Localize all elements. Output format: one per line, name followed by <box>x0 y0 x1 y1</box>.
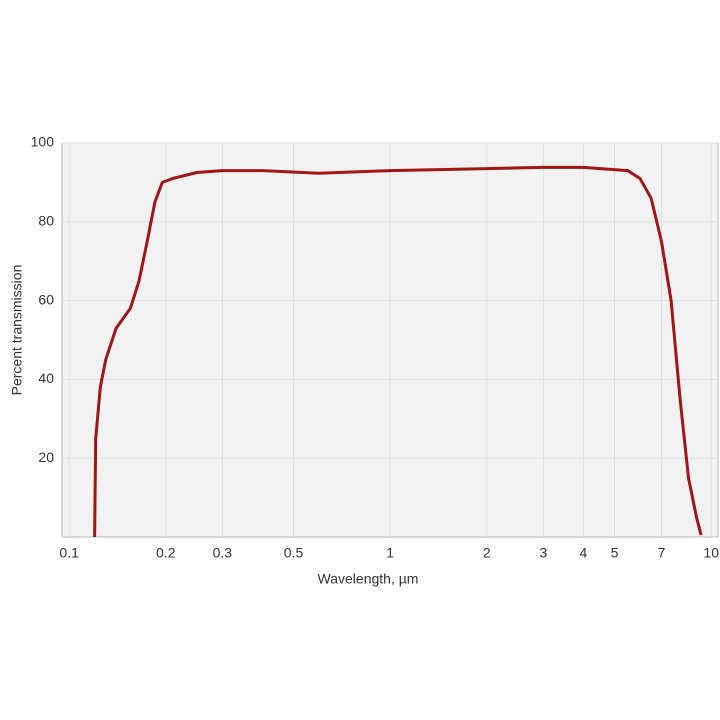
data-line <box>93 165 703 538</box>
x-tick-label: 7 <box>658 545 666 561</box>
x-tick-label: 4 <box>580 545 588 561</box>
x-tick-label: 10 <box>703 545 719 561</box>
x-tick-label: 0.1 <box>59 545 79 561</box>
x-tick-label: 0.3 <box>213 545 233 561</box>
x-tick-label: 1 <box>386 545 394 561</box>
x-tick-label: 2 <box>483 545 491 561</box>
y-tick-label: 100 <box>31 134 55 150</box>
x-tick-label: 3 <box>539 545 547 561</box>
y-tick-label: 40 <box>38 370 54 386</box>
x-tick-label: 0.2 <box>156 545 176 561</box>
y-tick-label: 20 <box>38 449 54 465</box>
x-tick-label: 0.5 <box>284 545 304 561</box>
y-axis-label: Percent transmission <box>9 265 25 396</box>
y-tick-label: 60 <box>38 291 54 307</box>
y-tick-label: 80 <box>38 213 54 229</box>
x-tick-label: 5 <box>611 545 619 561</box>
x-axis-label: Wavelength, µm <box>318 571 419 587</box>
